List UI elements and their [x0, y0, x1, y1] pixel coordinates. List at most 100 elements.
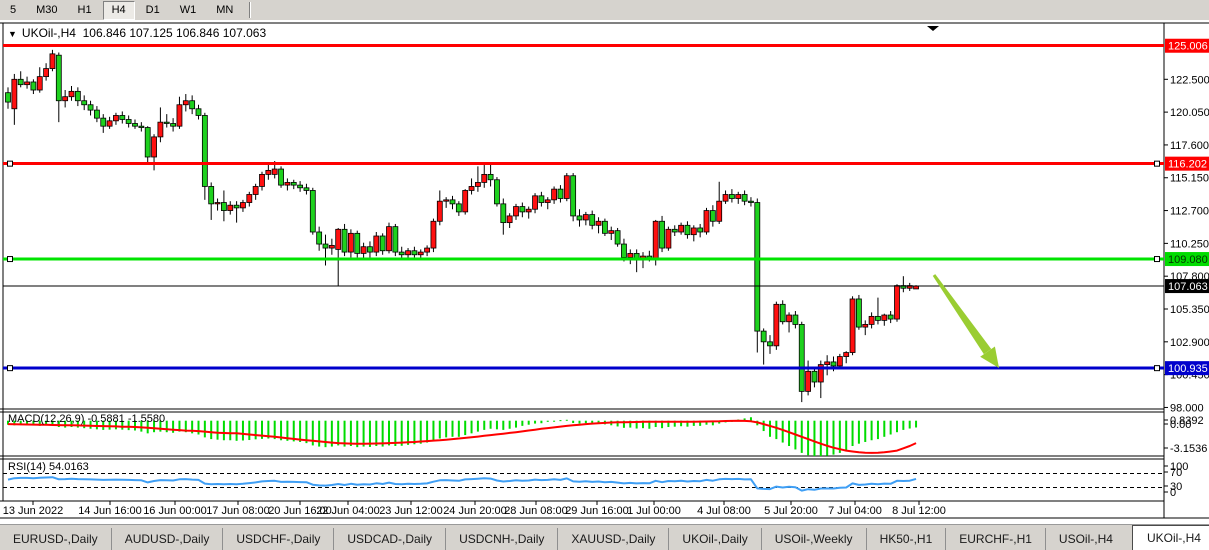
trend-arrow-annotation[interactable]	[932, 274, 992, 355]
macd-histogram-bar	[629, 420, 632, 428]
candle-body	[513, 206, 519, 217]
candle-body	[220, 202, 227, 211]
date-label: 29 Jun 16:00	[565, 505, 629, 517]
candle-body	[309, 190, 316, 233]
macd-histogram-bar	[876, 420, 879, 440]
macd-histogram-bar	[254, 420, 257, 440]
price-tick-label: 98.000	[1170, 402, 1204, 414]
macd-histogram-bar	[680, 420, 683, 427]
candle-body	[792, 314, 799, 325]
candle-body	[430, 220, 437, 249]
candle-body	[589, 214, 596, 226]
macd-histogram-bar	[197, 420, 200, 435]
timeframe-button-5[interactable]: 5	[10, 3, 17, 16]
candle-body	[341, 228, 348, 253]
candle-body	[290, 182, 297, 186]
candle-body	[233, 204, 240, 209]
tab-hk50-h1[interactable]: HK50-,H1	[865, 528, 946, 550]
macd-histogram-bar	[32, 420, 35, 426]
date-label: 17 Jun 08:00	[206, 505, 270, 517]
candle-body	[119, 115, 126, 120]
macd-histogram-bar	[489, 420, 492, 429]
macd-histogram-bar	[343, 420, 346, 447]
candle-body	[748, 200, 754, 203]
chart-svg[interactable]: 122.500 120.050 117.600 115.150 112.700 110.2…	[0, 20, 1209, 524]
candle-body	[227, 204, 234, 211]
candle-body	[665, 228, 672, 249]
candle-body	[125, 119, 132, 124]
macd-histogram-bar	[222, 420, 225, 441]
tab-usdcad-daily[interactable]: USDCAD-,Daily	[333, 528, 445, 550]
timeframe-button-d1[interactable]: D1	[145, 3, 160, 16]
tab-audusd-daily[interactable]: AUDUSD-,Daily	[110, 528, 223, 550]
macd-histogram-bar	[51, 420, 54, 426]
macd-histogram-bar	[349, 420, 352, 446]
candle-body	[614, 230, 621, 245]
macd-histogram-bar	[769, 420, 771, 437]
macd-histogram-bar	[38, 420, 41, 426]
macd-histogram-bar	[654, 420, 657, 428]
candle-body	[246, 194, 253, 203]
macd-histogram-bar	[546, 420, 549, 422]
timeframe-button-mn[interactable]: MN	[216, 3, 234, 16]
tab-usoil-h4[interactable]: USOil-,H4	[1044, 528, 1126, 550]
candle-body	[500, 203, 507, 224]
candle-body	[798, 324, 805, 392]
tab-eurusd-daily[interactable]: EURUSD-,Daily	[13, 532, 98, 546]
tab-usdcnh-daily[interactable]: USDCNH-,Daily	[445, 528, 557, 550]
timeframe-button-h1[interactable]: H1	[77, 3, 92, 16]
candle-body	[856, 298, 862, 328]
date-label: 13 Jun 2022	[3, 505, 64, 517]
level-handle[interactable]	[1154, 256, 1160, 263]
level-handle[interactable]	[7, 365, 13, 372]
candle-body	[417, 251, 424, 256]
macd-histogram-bar	[686, 420, 689, 427]
tab-usoil-weekly[interactable]: USOil-,Weekly	[760, 528, 866, 550]
macd-histogram-bar	[134, 420, 136, 431]
price-tick-label: 110.250	[1170, 238, 1209, 250]
macd-histogram-bar	[845, 420, 848, 451]
candle-body	[506, 215, 513, 224]
rsi-indicator-label: RSI(14) 54.0163	[8, 461, 89, 473]
candle-body	[767, 341, 773, 347]
timeframe-button-w1[interactable]: W1	[179, 3, 197, 16]
timeframe-button-h4[interactable]: H4	[102, 0, 135, 20]
tab-eurchf-h1[interactable]: EURCHF-,H1	[945, 528, 1045, 550]
trend-arrow-head[interactable]	[980, 346, 999, 368]
macd-histogram-bar	[286, 420, 289, 441]
candle-body	[868, 315, 875, 325]
macd-histogram-bar	[578, 420, 581, 424]
price-tick-label: 102.900	[1170, 337, 1209, 349]
candle-body	[735, 194, 742, 199]
level-handle[interactable]	[7, 256, 13, 263]
timeframe-button-m30[interactable]: M30	[36, 3, 58, 16]
candle-body	[519, 206, 526, 213]
macd-tick-label: 0.00	[1170, 419, 1191, 431]
macd-histogram-bar	[534, 420, 537, 424]
macd-histogram-bar	[648, 420, 651, 429]
macd-histogram-bar	[400, 420, 403, 446]
level-handle[interactable]	[7, 160, 13, 167]
candle-body	[659, 220, 665, 249]
macd-histogram-bar	[635, 420, 638, 429]
macd-histogram-bar	[743, 418, 746, 421]
macd-histogram-bar	[870, 420, 873, 441]
macd-tick-label: 0.8392	[1170, 415, 1204, 427]
candle-body	[347, 232, 354, 253]
date-label: 20 Jun 16:00	[268, 505, 332, 517]
date-label: 16 Jun 00:00	[143, 505, 207, 517]
tab-xauusd-daily[interactable]: XAUUSD-,Daily	[557, 528, 668, 550]
macd-histogram-bar	[64, 420, 67, 428]
tab-ukoil-daily[interactable]: UKOil-,Daily	[668, 528, 760, 550]
level-handle[interactable]	[1154, 365, 1160, 372]
candle-body	[316, 231, 323, 245]
price-badge-label: 116.202	[1168, 159, 1207, 171]
candle-body	[449, 199, 456, 205]
macd-histogram-bar	[324, 420, 327, 448]
candle-body	[214, 202, 221, 205]
tab-usdchf-daily[interactable]: USDCHF-,Daily	[222, 528, 333, 550]
macd-histogram-bar	[407, 420, 410, 445]
tab-ukoil-h4[interactable]: UKOil-,H4	[1131, 525, 1209, 550]
macd-histogram-bar	[775, 420, 778, 440]
level-handle[interactable]	[1154, 160, 1160, 167]
